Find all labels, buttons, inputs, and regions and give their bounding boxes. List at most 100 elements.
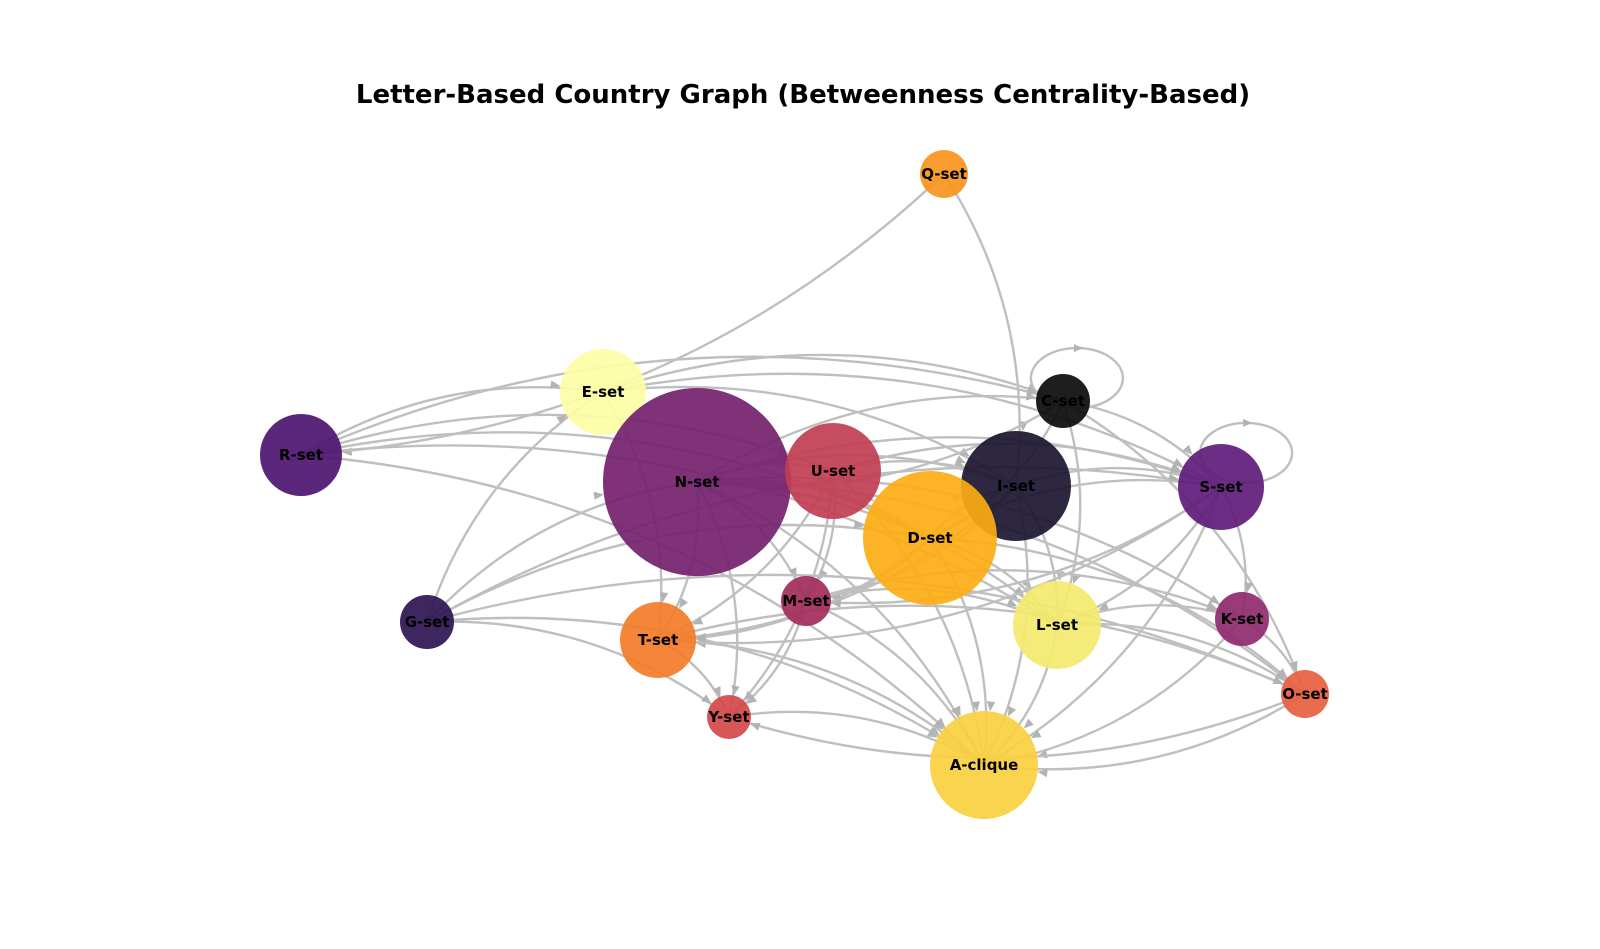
node-l-set[interactable]: L-set <box>1013 581 1101 669</box>
arrow-e-set-to-s-set <box>1172 458 1184 467</box>
node-label-c-set: C-set <box>1041 392 1085 410</box>
arrow-o-set-to-a-clique <box>1037 768 1048 778</box>
arrow-t-set-to-a-clique <box>932 720 944 730</box>
node-g-set[interactable]: G-set <box>400 595 454 649</box>
arrow-d-set-to-o-set <box>1277 668 1288 678</box>
node-label-e-set: E-set <box>582 383 625 401</box>
arrow-g-set-to-d-set <box>853 520 865 529</box>
node-label-n-set: N-set <box>674 473 719 491</box>
node-n-set[interactable]: N-set <box>603 388 791 576</box>
arrow-s-set-to-a-clique <box>1030 729 1042 739</box>
node-circle-n-set[interactable] <box>603 388 791 576</box>
arrow-c-set-to-s-set <box>1182 444 1193 455</box>
arrow-g-set-to-y-set <box>701 694 712 704</box>
node-a-clique[interactable]: A-clique <box>930 711 1038 819</box>
edge-e-set-to-c-set <box>602 353 1064 403</box>
node-q-set[interactable]: Q-set <box>920 150 968 198</box>
node-s-set[interactable]: S-set <box>1178 444 1264 530</box>
arrow-r-set-to-c-set <box>1026 386 1038 396</box>
edge-e-set-to-s-set <box>602 372 1222 489</box>
arrow-g-set-to-o-set <box>1272 676 1284 685</box>
graph-title: Letter-Based Country Graph (Betweenness … <box>356 80 1250 110</box>
arrow-e-set-to-t-set <box>659 592 669 603</box>
node-circle-q-set[interactable] <box>920 150 968 198</box>
node-t-set[interactable]: T-set <box>620 602 696 678</box>
edge-c-set-to-o-set <box>1062 399 1307 695</box>
arrow-m-set-to-l-set <box>1006 598 1018 607</box>
edge-r-set-to-c-set <box>300 355 1064 457</box>
arrow-g-set-to-n-set <box>593 491 604 500</box>
arrow-r-set-to-a-clique <box>935 717 946 728</box>
node-y-set[interactable]: Y-set <box>707 695 751 739</box>
node-circle-s-set[interactable] <box>1178 444 1264 530</box>
node-circle-l-set[interactable] <box>1013 581 1101 669</box>
node-label-g-set: G-set <box>405 613 450 631</box>
node-u-set[interactable]: U-set <box>785 423 881 519</box>
arrow-m-set-to-a-clique <box>950 706 960 718</box>
arrow-l-set-to-k-set <box>1205 603 1217 612</box>
node-label-d-set: D-set <box>907 529 952 547</box>
node-circle-u-set[interactable] <box>785 423 881 519</box>
self-loop-arrow-c-set <box>1073 344 1083 353</box>
node-circle-r-set[interactable] <box>260 414 342 496</box>
node-circle-c-set[interactable] <box>1036 374 1090 428</box>
arrow-s-set-to-k-set <box>1244 582 1253 593</box>
node-k-set[interactable]: K-set <box>1215 592 1269 646</box>
arrow-u-set-to-a-clique <box>971 701 980 712</box>
arrow-l-set-to-a-clique <box>1023 718 1034 729</box>
node-circle-t-set[interactable] <box>620 602 696 678</box>
arrow-n-set-to-c-set <box>1025 392 1037 401</box>
nodes-layer: Q-set E-set C-set R-set N-set U-set I-set S-set… <box>260 150 1329 819</box>
edge-m-set-to-k-set <box>805 569 1243 621</box>
arrow-l-set-to-o-set <box>1275 671 1286 681</box>
arrow-t-set-to-y-set <box>712 686 721 697</box>
node-label-t-set: T-set <box>638 631 679 649</box>
node-o-set[interactable]: O-set <box>1281 670 1329 718</box>
arrow-s-set-to-m-set <box>830 599 842 608</box>
node-circle-k-set[interactable] <box>1215 592 1269 646</box>
node-circle-g-set[interactable] <box>400 595 454 649</box>
edge-s-set-to-m-set <box>805 486 1222 605</box>
arrow-s-set-to-l-set <box>1098 602 1109 611</box>
arrow-n-set-to-t-set <box>679 597 688 609</box>
arrow-i-set-to-s-set <box>1169 464 1181 473</box>
edge-g-set-to-o-set <box>426 573 1306 696</box>
arrow-n-set-to-y-set <box>731 685 740 696</box>
node-label-u-set: U-set <box>811 462 856 480</box>
node-label-q-set: Q-set <box>921 165 967 183</box>
arrow-i-set-to-t-set <box>695 632 706 642</box>
node-r-set[interactable]: R-set <box>260 414 342 496</box>
node-d-set[interactable]: D-set <box>863 471 997 605</box>
arrow-k-set-to-o-set <box>1289 660 1298 672</box>
node-c-set[interactable]: C-set <box>1036 374 1090 428</box>
node-e-set[interactable]: E-set <box>560 349 646 435</box>
arrow-y-set-to-a-clique <box>926 729 938 738</box>
self-loop-arrow-s-set <box>1243 418 1253 427</box>
node-m-set[interactable]: M-set <box>781 576 831 626</box>
arrow-n-set-to-k-set <box>1209 594 1220 604</box>
arrow-o-set-to-y-set <box>749 722 761 731</box>
edge-g-set-to-e-set <box>425 390 604 623</box>
node-circle-d-set[interactable] <box>863 471 997 605</box>
node-circle-e-set[interactable] <box>560 349 646 435</box>
arrow-u-set-to-y-set <box>743 690 754 701</box>
node-circle-y-set[interactable] <box>707 695 751 739</box>
node-circle-o-set[interactable] <box>1281 670 1329 718</box>
node-label-o-set: O-set <box>1282 685 1328 703</box>
arrow-u-set-to-t-set <box>692 616 704 625</box>
arrow-d-set-to-a-clique <box>986 701 996 712</box>
node-label-k-set: K-set <box>1221 610 1264 628</box>
node-circle-a-clique[interactable] <box>930 711 1038 819</box>
arrow-u-set-to-i-set <box>955 455 966 464</box>
node-label-m-set: M-set <box>782 592 829 610</box>
node-label-r-set: R-set <box>279 446 323 464</box>
edge-g-set-to-y-set <box>426 620 730 718</box>
arrow-d-set-to-s-set <box>1168 473 1179 483</box>
arrow-r-set-to-e-set <box>550 380 561 389</box>
arrow-m-set-to-y-set <box>746 694 758 704</box>
edge-q-set-to-r-set <box>300 173 945 457</box>
node-circle-m-set[interactable] <box>781 576 831 626</box>
node-label-s-set: S-set <box>1199 478 1242 496</box>
node-label-a-clique: A-clique <box>950 756 1019 774</box>
